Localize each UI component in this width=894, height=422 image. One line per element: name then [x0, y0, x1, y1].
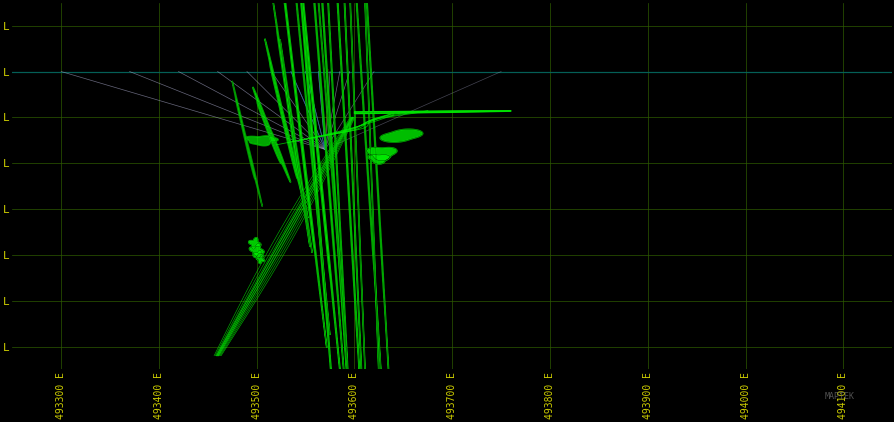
Polygon shape: [367, 148, 397, 161]
Polygon shape: [380, 129, 422, 142]
Text: MAPTEK: MAPTEK: [823, 392, 854, 401]
Polygon shape: [330, 0, 369, 422]
Polygon shape: [305, 0, 356, 422]
Polygon shape: [302, 0, 348, 422]
Polygon shape: [367, 154, 389, 164]
Polygon shape: [355, 0, 393, 422]
Polygon shape: [291, 0, 330, 335]
Polygon shape: [354, 111, 510, 114]
Polygon shape: [254, 250, 264, 260]
Polygon shape: [313, 0, 347, 360]
Polygon shape: [257, 255, 264, 263]
Polygon shape: [312, 0, 358, 422]
Polygon shape: [252, 87, 291, 182]
Polygon shape: [280, 39, 312, 253]
Polygon shape: [232, 81, 262, 206]
Polygon shape: [346, 0, 382, 396]
Polygon shape: [265, 39, 308, 218]
Polygon shape: [245, 136, 278, 146]
Polygon shape: [249, 243, 264, 257]
Polygon shape: [275, 0, 326, 347]
Polygon shape: [356, 0, 382, 422]
Polygon shape: [272, 0, 309, 247]
Polygon shape: [340, 0, 368, 422]
Polygon shape: [282, 0, 340, 422]
Polygon shape: [288, 0, 343, 404]
Polygon shape: [249, 238, 261, 249]
Polygon shape: [320, 0, 369, 422]
